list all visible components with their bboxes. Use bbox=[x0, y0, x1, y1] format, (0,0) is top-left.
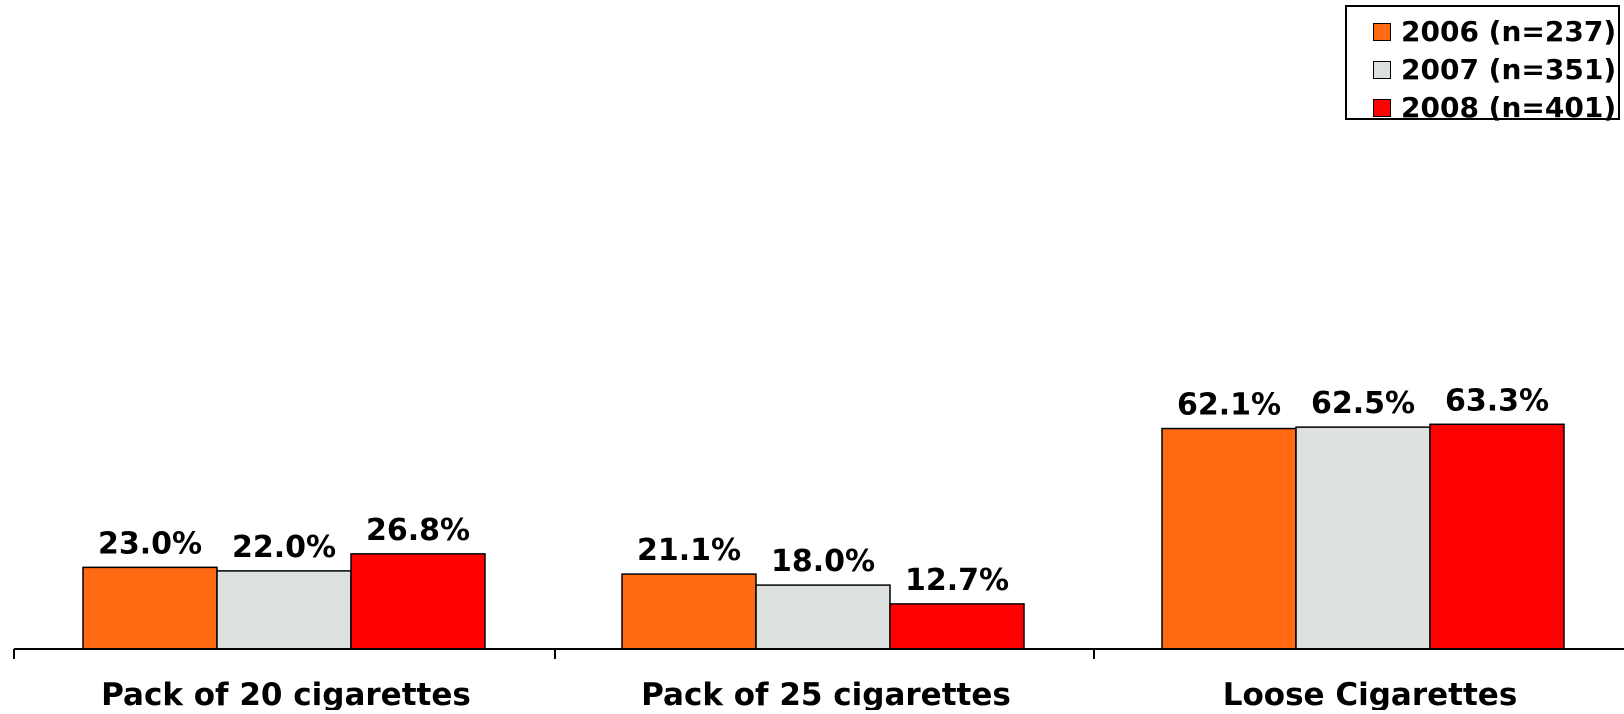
bar-loose-cigarettes-2006-n-237 bbox=[1161, 427, 1297, 650]
bars-layer bbox=[82, 423, 1565, 650]
data-label-pack-of-20-cigarettes-2008-n-401: 26.8% bbox=[366, 513, 470, 548]
chart-legend: 2006 (n=237) 2007 (n=351) 2008 (n=401) bbox=[1345, 5, 1620, 122]
bar-pack-of-20-cigarettes-2007-n-351 bbox=[216, 570, 352, 650]
data-label-pack-of-25-cigarettes-2008-n-401: 12.7% bbox=[905, 563, 1009, 598]
bar-pack-of-25-cigarettes-2006-n-237 bbox=[621, 573, 757, 650]
data-label-pack-of-20-cigarettes-2006-n-237: 23.0% bbox=[98, 526, 202, 561]
bar-pack-of-20-cigarettes-2008-n-401 bbox=[350, 553, 486, 650]
category-label-pack-of-25-cigarettes: Pack of 25 cigarettes bbox=[641, 677, 1011, 710]
bar-pack-of-20-cigarettes-2006-n-237 bbox=[82, 566, 218, 650]
bar-pack-of-25-cigarettes-2007-n-351 bbox=[755, 584, 891, 650]
data-label-loose-cigarettes-2006-n-237: 62.1% bbox=[1177, 388, 1281, 423]
x-axis: Pack of 20 cigarettes Pack of 25 cigarett… bbox=[13, 648, 1624, 713]
legend-label-2006: 2006 (n=237) bbox=[1401, 15, 1617, 48]
data-label-pack-of-20-cigarettes-2007-n-351: 22.0% bbox=[232, 530, 336, 565]
legend-item-2006: 2006 (n=237) bbox=[1373, 13, 1618, 51]
legend-label-2008: 2008 (n=401) bbox=[1401, 91, 1617, 124]
data-label-pack-of-25-cigarettes-2006-n-237: 21.1% bbox=[637, 533, 741, 568]
legend-swatch-2006 bbox=[1373, 23, 1391, 41]
data-label-pack-of-25-cigarettes-2007-n-351: 18.0% bbox=[771, 544, 875, 579]
category-label-pack-of-20-cigarettes: Pack of 20 cigarettes bbox=[101, 677, 471, 710]
bar-pack-of-25-cigarettes-2008-n-401 bbox=[889, 603, 1025, 650]
value-labels-layer: 23.0% 21.1% 62.1% 22.0% 18.0% 62.5% 26.8% 12.7%… bbox=[98, 383, 1549, 598]
legend-swatch-2007 bbox=[1373, 61, 1391, 79]
legend-swatch-2008 bbox=[1373, 99, 1391, 117]
legend-item-2007: 2007 (n=351) bbox=[1373, 51, 1618, 89]
data-label-loose-cigarettes-2008-n-401: 63.3% bbox=[1445, 383, 1549, 418]
legend-item-2008: 2008 (n=401) bbox=[1373, 89, 1618, 127]
bar-loose-cigarettes-2007-n-351 bbox=[1295, 426, 1431, 650]
category-label-loose-cigarettes: Loose Cigarettes bbox=[1223, 677, 1518, 710]
data-label-loose-cigarettes-2007-n-351: 62.5% bbox=[1311, 386, 1415, 421]
bar-loose-cigarettes-2008-n-401 bbox=[1429, 423, 1565, 650]
legend-label-2007: 2007 (n=351) bbox=[1401, 53, 1617, 86]
